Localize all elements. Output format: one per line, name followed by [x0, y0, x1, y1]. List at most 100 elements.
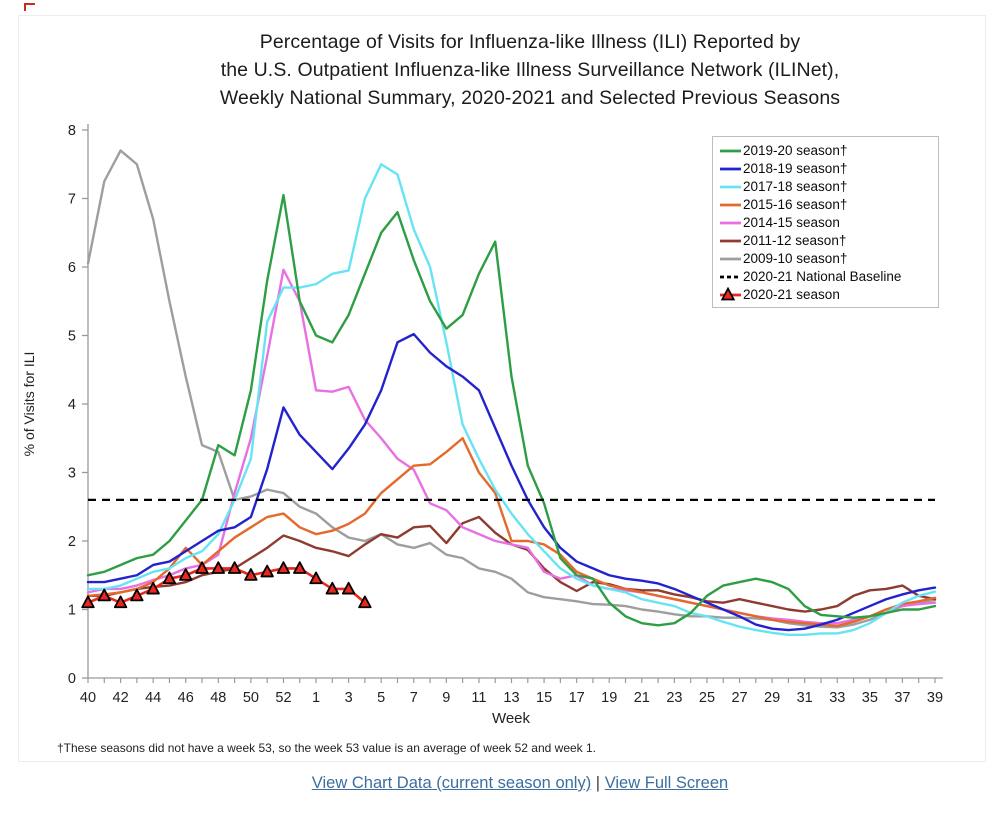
- triangle-marker: [276, 561, 291, 574]
- legend: 2019-20 season† 2018-19 season† 2017-18 se…: [712, 136, 939, 308]
- footer-links: View Chart Data (current season only) | …: [40, 774, 1000, 793]
- x-tick-label: 39: [927, 690, 943, 706]
- x-tick-label: 15: [536, 690, 552, 706]
- y-tick-label: 0: [68, 671, 76, 687]
- triangle-marker: [341, 581, 356, 595]
- chart-title-line-3: Weekly National Summary, 2020-2021 and S…: [219, 87, 841, 109]
- triangle-marker: [309, 571, 323, 585]
- y-tick-label: 7: [68, 192, 76, 208]
- legend-item-2015-16-season: 2015-16 season†: [720, 195, 938, 213]
- series-line-2011-12-season: [86, 515, 937, 613]
- legend-item-2018-19-season: 2018-19 season†: [720, 159, 938, 177]
- triangle-marker: [179, 568, 193, 581]
- x-tick-label: 35: [862, 690, 878, 706]
- x-tick-label: 42: [113, 690, 129, 706]
- triangle-marker: [146, 581, 160, 595]
- series-line-2015-16-season: [86, 437, 937, 628]
- x-tick-label: 37: [894, 690, 910, 706]
- legend-label-2017-18-season: 2017-18 season†: [743, 178, 848, 194]
- x-tick-label: 19: [601, 690, 617, 706]
- legend-item-2009-10-season: 2009-10 season†: [720, 250, 938, 268]
- legend-swatch-2019-20-season: [720, 149, 741, 152]
- legend-label-2011-12-season: 2011-12 season†: [743, 233, 847, 249]
- x-tick-label: 31: [797, 690, 813, 706]
- legend-swatch-2018-19-season: [720, 167, 741, 171]
- legend-swatch-2017-18-season: [720, 185, 741, 189]
- y-tick-label: 5: [68, 329, 76, 345]
- legend-item-2020-21-national-baseline: 2020-21 National Baseline: [720, 268, 938, 286]
- x-tick-label: 1: [312, 690, 320, 706]
- legend-item-2011-12-season: 2011-12 season†: [720, 231, 938, 249]
- triangle-marker: [211, 561, 226, 574]
- triangle-marker: [358, 595, 372, 609]
- x-tick-label: 23: [666, 690, 682, 706]
- x-tick-label: 27: [731, 690, 747, 706]
- series-line-2017-18-season: [86, 163, 937, 637]
- x-tick-label: 48: [210, 690, 226, 706]
- legend-swatch-2020-21-season: [720, 287, 741, 301]
- red-corner-mark: [24, 3, 35, 11]
- chart-title: Percentage of Visits for Influenza-like …: [60, 28, 1000, 112]
- triangle-marker: [293, 561, 307, 574]
- y-tick-label: 4: [68, 397, 76, 413]
- series-line-2020-21-season: [87, 567, 366, 604]
- view-chart-data-link[interactable]: View Chart Data (current season only): [311, 774, 592, 792]
- y-tick-label: 2: [68, 534, 76, 550]
- triangle-marker: [325, 581, 340, 595]
- triangle-marker: [260, 564, 274, 578]
- legend-label-2020-21-season: 2020-21 season: [743, 287, 840, 303]
- x-tick-label: 7: [410, 690, 418, 706]
- series-line-2009-10-season: [86, 149, 937, 629]
- x-tick-label: 33: [829, 690, 845, 706]
- x-tick-label: 17: [569, 690, 585, 706]
- x-tick-label: 25: [699, 690, 715, 706]
- x-tick-label: 29: [764, 690, 780, 706]
- series-line-2018-19-season: [86, 332, 937, 632]
- footnote: †These seasons did not have a week 53, s…: [57, 741, 597, 755]
- legend-swatch-2009-10-season: [720, 257, 741, 261]
- chart-title-line-2: the U.S. Outpatient Influenza-like Illne…: [220, 59, 840, 81]
- x-tick-label: 11: [471, 690, 486, 706]
- x-tick-label: 5: [377, 690, 385, 706]
- y-tick-label: 1: [68, 603, 76, 619]
- legend-item-2017-18-season: 2017-18 season†: [720, 177, 938, 195]
- x-axis-title: Week: [491, 710, 531, 727]
- view-full-screen-link[interactable]: View Full Screen: [604, 774, 729, 792]
- y-axis-title: % of Visits for ILI: [21, 351, 37, 457]
- x-tick-label: 40: [80, 690, 96, 706]
- legend-label-2020-21-national-baseline: 2020-21 National Baseline: [743, 269, 902, 285]
- legend-item-2014-15-season: 2014-15 season: [720, 213, 938, 231]
- legend-swatch-2015-16-season: [720, 203, 741, 207]
- x-tick-label: 21: [634, 690, 650, 706]
- x-tick-label: 52: [275, 690, 291, 706]
- triangle-marker: [130, 588, 144, 602]
- legend-swatch-2020-21-national-baseline: [720, 275, 741, 279]
- triangle-marker: [97, 588, 111, 602]
- x-tick-label: 13: [503, 690, 519, 706]
- legend-item-2019-20-season: 2019-20 season†: [720, 141, 938, 159]
- legend-swatch-2014-15-season: [720, 221, 741, 225]
- link-separator-pipe: |: [595, 774, 601, 792]
- y-tick-label: 3: [68, 466, 76, 482]
- triangle-marker: [81, 595, 95, 609]
- legend-item-2020-21-season: 2020-21 season: [720, 286, 938, 304]
- chart-frame-border: [18, 15, 986, 762]
- x-tick-label: 46: [178, 690, 194, 706]
- triangle-marker: [162, 571, 177, 585]
- y-tick-label: 8: [68, 123, 76, 139]
- x-tick-label: 3: [345, 690, 353, 706]
- triangle-marker: [195, 561, 209, 574]
- triangle-marker: [227, 561, 242, 574]
- legend-label-2009-10-season: 2009-10 season†: [743, 251, 848, 267]
- x-tick-label: 50: [243, 690, 259, 706]
- triangle-marker: [113, 595, 128, 609]
- legend-label-2015-16-season: 2015-16 season†: [743, 196, 848, 212]
- legend-swatch-2011-12-season: [720, 239, 741, 243]
- series-line-2019-20-season: [86, 193, 937, 627]
- legend-label-2014-15-season: 2014-15 season: [743, 214, 840, 230]
- legend-label-2018-19-season: 2018-19 season†: [743, 160, 848, 176]
- x-tick-label: 9: [442, 690, 450, 706]
- triangle-marker: [244, 568, 258, 581]
